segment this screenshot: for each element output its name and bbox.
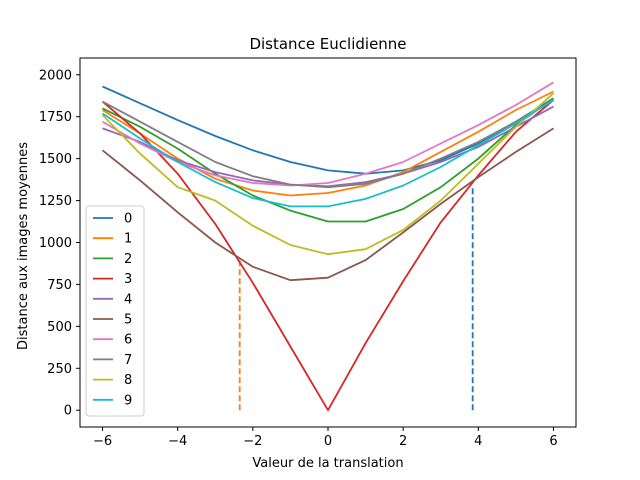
y-tick-label: 1500 (39, 152, 72, 167)
series-lines (101, 81, 555, 412)
legend-label-9: 9 (124, 393, 132, 408)
y-tick-label: 0 (64, 404, 72, 419)
legend-label-3: 3 (124, 272, 132, 287)
series-line-5 (101, 127, 554, 282)
legend-label-0: 0 (124, 212, 132, 227)
x-axis-ticks: −6 −4 −2 0 2 4 6 (93, 427, 558, 449)
x-tick-label: 2 (399, 434, 407, 449)
y-axis-label: Distance aux images moyennes (16, 142, 31, 350)
x-tick-label: −2 (243, 434, 262, 449)
y-tick-label: 2000 (39, 68, 72, 83)
legend-label-4: 4 (124, 292, 132, 307)
legend-label-8: 8 (124, 373, 132, 388)
x-axis-label: Valeur de la translation (252, 456, 403, 471)
y-tick-label: 250 (47, 362, 72, 377)
x-tick-label: 0 (324, 434, 332, 449)
legend-label-7: 7 (124, 353, 132, 368)
y-tick-label: 1250 (39, 194, 72, 209)
series-line-7 (102, 99, 554, 189)
legend-label-6: 6 (124, 333, 132, 348)
x-tick-label: −4 (168, 434, 187, 449)
x-tick-label: −6 (93, 434, 112, 449)
legend-label-2: 2 (124, 252, 132, 267)
series-line-3 (101, 99, 555, 412)
legend-label-5: 5 (124, 313, 132, 328)
series-line-1 (102, 90, 554, 197)
legend: 0 1 2 3 4 5 6 7 8 9 (85, 205, 145, 417)
y-axis-ticks: 0 250 500 750 1000 1250 1500 1750 2000 (39, 68, 80, 419)
vertical-markers (238, 187, 474, 411)
y-tick-label: 500 (47, 320, 72, 335)
x-tick-label: 6 (549, 434, 557, 449)
legend-label-1: 1 (124, 232, 132, 247)
series-line-8 (101, 92, 555, 256)
series-line-2 (102, 97, 555, 223)
series-line-9 (102, 99, 554, 208)
chart-title: Distance Euclidienne (249, 35, 406, 53)
y-tick-label: 1750 (39, 110, 72, 125)
y-tick-label: 1000 (39, 236, 72, 251)
series-line-0 (102, 85, 554, 175)
y-tick-label: 750 (47, 278, 72, 293)
x-tick-label: 4 (474, 434, 482, 449)
